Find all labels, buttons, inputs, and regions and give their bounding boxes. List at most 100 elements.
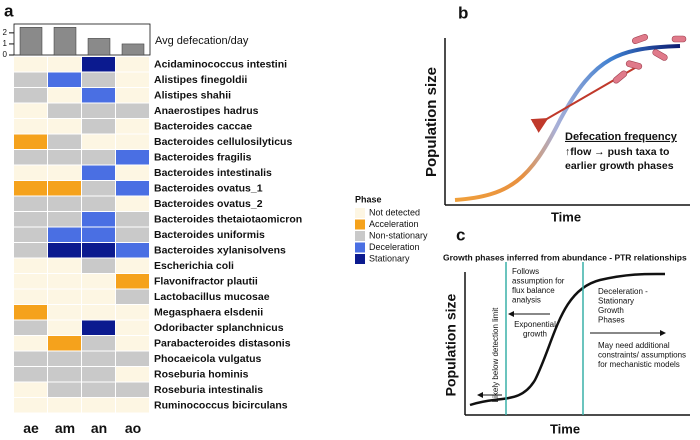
growth-curve bbox=[454, 44, 681, 202]
note: assumption for bbox=[512, 277, 565, 286]
heatmap-cell bbox=[82, 165, 115, 180]
axis-label: Time bbox=[550, 421, 580, 436]
row-label: Bacteroides intestinalis bbox=[154, 167, 272, 179]
heatmap-cell bbox=[14, 274, 47, 289]
heatmap-cell bbox=[116, 72, 149, 87]
heatmap-cell bbox=[82, 289, 115, 304]
note: Follows bbox=[512, 267, 539, 276]
heatmap-cell bbox=[82, 336, 115, 351]
row-label: Bacteroides ovatus_1 bbox=[154, 183, 263, 195]
heatmap-cell bbox=[14, 382, 47, 397]
heatmap-cell bbox=[116, 212, 149, 227]
heatmap-cell bbox=[116, 103, 149, 118]
heatmap-cell bbox=[48, 382, 81, 397]
heatmap-cell bbox=[116, 398, 149, 413]
heatmap-cell bbox=[14, 57, 47, 72]
heatmap-cell bbox=[82, 227, 115, 242]
note: Deceleration - bbox=[598, 287, 648, 296]
heatmap-cell bbox=[14, 227, 47, 242]
heatmap-cell bbox=[82, 320, 115, 335]
axis-label: Population size bbox=[423, 67, 440, 177]
y-tick-label: 1 bbox=[3, 39, 8, 48]
heatmap-cell bbox=[48, 72, 81, 87]
heatmap-cell bbox=[14, 119, 47, 134]
row-label: Bacteroides xylanisolvens bbox=[154, 245, 286, 257]
heatmap-cell bbox=[82, 351, 115, 366]
heatmap-cell bbox=[14, 72, 47, 87]
heatmap-cell bbox=[116, 243, 149, 258]
panel-label: c bbox=[456, 225, 465, 244]
note: constraints/ assumptions bbox=[598, 351, 686, 360]
heatmap-cell bbox=[14, 88, 47, 103]
row-label: Ruminococcus bicirculans bbox=[154, 400, 288, 412]
legend-label: Non-stationary bbox=[369, 230, 428, 240]
row-label: Lactobacillus mucosae bbox=[154, 291, 270, 303]
heatmap-cell bbox=[48, 134, 81, 149]
heatmap-cell bbox=[82, 398, 115, 413]
heatmap-cell bbox=[48, 243, 81, 258]
heading: Defecation frequency bbox=[565, 131, 678, 143]
axis-label: Time bbox=[551, 209, 581, 224]
heatmap-cell bbox=[116, 367, 149, 382]
legend-swatch bbox=[355, 254, 365, 264]
bar bbox=[121, 43, 145, 56]
row-label: Roseburia hominis bbox=[154, 369, 249, 381]
note: Growth bbox=[598, 306, 624, 315]
heatmap-cell bbox=[82, 212, 115, 227]
column-label: am bbox=[55, 420, 75, 436]
heatmap-cell bbox=[48, 305, 81, 320]
title: Growth phases inferred from abundance - … bbox=[443, 252, 687, 262]
heatmap-cell bbox=[116, 88, 149, 103]
legend-title: Phase bbox=[355, 194, 382, 204]
heatmap-cell bbox=[14, 398, 47, 413]
column-label: ao bbox=[125, 420, 141, 436]
heatmap-cell bbox=[82, 382, 115, 397]
heatmap-cell bbox=[82, 305, 115, 320]
heatmap-cell bbox=[82, 258, 115, 273]
heatmap-cell bbox=[48, 57, 81, 72]
legend-label: Not detected bbox=[369, 207, 420, 217]
y-tick-label: 0 bbox=[3, 50, 8, 59]
heatmap-cell bbox=[116, 57, 149, 72]
row-label: Bacteroides ovatus_2 bbox=[154, 198, 263, 210]
row-label: Bacteroides uniformis bbox=[154, 229, 265, 241]
heatmap-cell bbox=[116, 134, 149, 149]
heatmap-cell bbox=[48, 88, 81, 103]
heatmap-cell bbox=[116, 165, 149, 180]
note: earlier growth phases bbox=[565, 160, 674, 172]
heatmap-cell bbox=[82, 243, 115, 258]
panel-label: b bbox=[458, 3, 468, 22]
heatmap-cell bbox=[14, 212, 47, 227]
row-label: Bacteroides caccae bbox=[154, 121, 252, 133]
heatmap-cell bbox=[82, 88, 115, 103]
heatmap-cell bbox=[116, 196, 149, 211]
heatmap-cell bbox=[116, 305, 149, 320]
legend-swatch bbox=[355, 208, 365, 218]
note: Exponential bbox=[514, 320, 556, 329]
heatmap-cell bbox=[14, 336, 47, 351]
heatmap-cell bbox=[14, 258, 47, 273]
heatmap-cell bbox=[14, 196, 47, 211]
row-label: Odoribacter splanchnicus bbox=[154, 322, 284, 334]
heatmap-cell bbox=[14, 367, 47, 382]
legend-swatch bbox=[355, 231, 365, 241]
bar bbox=[19, 27, 43, 56]
heatmap-cell bbox=[14, 305, 47, 320]
heatmap-cell bbox=[82, 134, 115, 149]
row-label: Parabacteroides distasonis bbox=[154, 338, 291, 350]
heatmap-cell bbox=[48, 351, 81, 366]
heatmap-cell bbox=[116, 289, 149, 304]
heatmap-cell bbox=[48, 367, 81, 382]
y-tick-label: 2 bbox=[3, 28, 8, 37]
heatmap-cell bbox=[82, 72, 115, 87]
heatmap-cell bbox=[82, 367, 115, 382]
heatmap-cell bbox=[82, 196, 115, 211]
column-label: ae bbox=[23, 420, 39, 436]
row-label: Roseburia intestinalis bbox=[154, 384, 263, 396]
row-label: Anaerostipes hadrus bbox=[154, 105, 259, 117]
column-label: an bbox=[91, 420, 107, 436]
heatmap-cell bbox=[48, 320, 81, 335]
heatmap-cell bbox=[48, 119, 81, 134]
row-label: Alistipes shahii bbox=[154, 90, 231, 102]
heatmap-cell bbox=[48, 181, 81, 196]
